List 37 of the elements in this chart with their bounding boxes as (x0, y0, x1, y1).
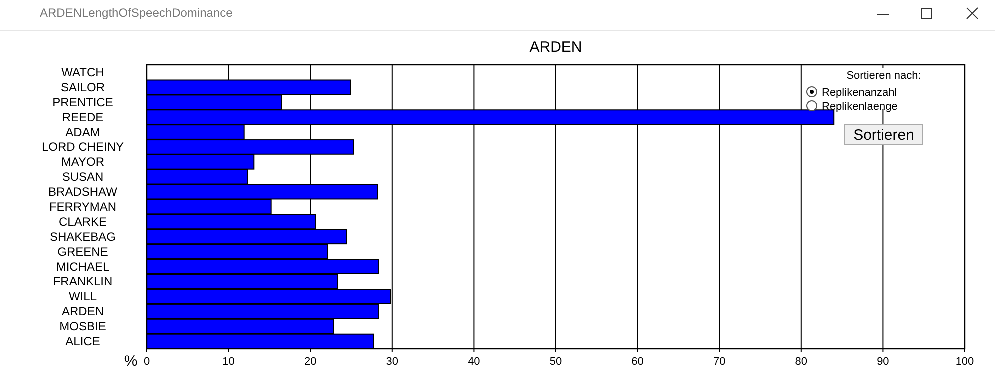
y-tick-label: MOSBIE (60, 320, 106, 334)
x-tick-label: 90 (877, 356, 890, 368)
x-tick-label: 80 (795, 356, 808, 368)
y-tick-label: GREENE (58, 244, 108, 259)
y-tick-label: CLARKE (58, 214, 108, 229)
chart-title: ARDEN (530, 39, 582, 56)
x-tick-label: 30 (386, 356, 399, 368)
y-tick-label: WILL (68, 290, 98, 304)
y-tick-label: PRENTICE (52, 95, 114, 110)
y-tick-label: SAILOR (60, 80, 106, 94)
y-tick-label: ADAM (66, 125, 100, 140)
y-tick-label: FRANKLIN (53, 274, 113, 289)
x-tick-label: 0 (144, 356, 150, 368)
x-tick-label: 100 (956, 356, 974, 368)
x-tick-label: 10 (222, 356, 235, 368)
y-tick-label: LORD CHEINY (42, 140, 124, 154)
annotation: Replikenanzahl (822, 87, 898, 99)
x-tick-label: 40 (468, 356, 480, 368)
annotation: Sortieren nach: (846, 70, 922, 82)
x-tick-label: 60 (632, 356, 644, 368)
x-axis-title: % (124, 353, 138, 370)
y-tick-label: REEDE (62, 110, 104, 124)
x-tick-label: 20 (304, 356, 317, 368)
x-tick-label: 50 (550, 356, 562, 368)
y-tick-label: SUSAN (62, 170, 104, 184)
y-tick-label: ALICE (66, 334, 100, 349)
y-tick-label: BRADSHAW (48, 185, 118, 200)
y-tick-label: MICHAEL (56, 260, 110, 274)
y-tick-label: SHAKEBAG (50, 230, 116, 244)
annotation: Sortieren (854, 127, 914, 144)
y-tick-label: MAYOR (61, 155, 105, 170)
y-tick-label: WATCH (62, 65, 104, 80)
y-tick-label: FERRYMAN (49, 200, 117, 214)
x-tick-label: 70 (713, 356, 726, 368)
text: ARDENLengthOfSpeechDominance (40, 6, 234, 20)
y-tick-label: ARDEN (62, 304, 104, 319)
annotation: Replikenlaenge (822, 101, 898, 113)
